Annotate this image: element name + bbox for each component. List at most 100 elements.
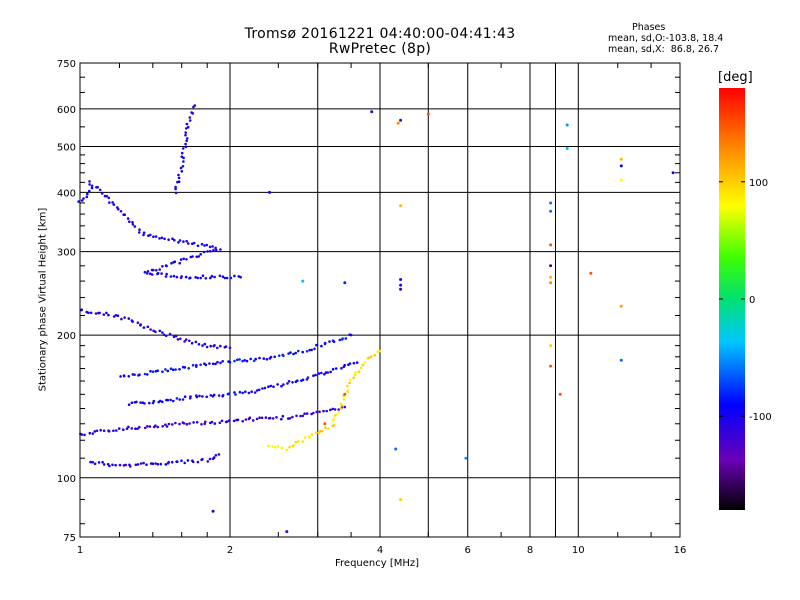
echo-point	[133, 373, 136, 377]
echo-point	[169, 275, 173, 278]
echo-point	[299, 414, 302, 418]
colorbar-tick-label: -100	[749, 412, 772, 423]
echo-point	[396, 121, 400, 125]
echo-point	[198, 394, 201, 398]
chart-title: Tromsø 20161221 04:40:00-04:41:43	[244, 26, 516, 42]
echo-point	[154, 462, 157, 465]
echo-point	[156, 271, 160, 275]
echo-point	[209, 276, 212, 280]
echo-point	[97, 461, 101, 464]
echo-point	[338, 338, 342, 342]
echo-point	[178, 368, 181, 371]
echo-point	[117, 208, 120, 211]
echo-point	[119, 210, 123, 213]
echo-point	[301, 378, 305, 382]
phase-stats-o-mode: mean, sd,O:-103.8, 18.4	[608, 33, 724, 44]
echo-point	[125, 427, 129, 431]
echo-point	[174, 334, 178, 338]
echo-point	[150, 273, 154, 276]
echo-point	[145, 463, 148, 467]
echo-point	[239, 275, 242, 279]
echo-point	[343, 392, 347, 396]
echo-point	[219, 344, 222, 348]
echo-point	[122, 374, 126, 378]
echo-point	[184, 127, 188, 130]
echo-point	[143, 372, 147, 376]
colorbar	[719, 88, 745, 510]
echo-point	[276, 383, 279, 386]
echo-point	[228, 346, 232, 350]
echo-point	[176, 460, 179, 464]
echo-point	[251, 419, 255, 422]
echo-point	[136, 321, 140, 325]
echo-point	[399, 283, 403, 287]
echo-point	[178, 422, 181, 426]
echo-point	[170, 460, 174, 464]
echo-point	[117, 427, 121, 430]
echo-point	[315, 410, 319, 414]
echo-point	[188, 339, 191, 343]
echo-point	[189, 395, 192, 398]
echo-point	[293, 443, 296, 447]
echo-point	[208, 249, 212, 253]
echo-point	[312, 374, 315, 378]
echo-point	[282, 383, 285, 386]
grid-lines	[80, 63, 680, 537]
echo-point	[208, 457, 212, 461]
echo-point	[273, 355, 277, 359]
echo-point	[118, 463, 122, 467]
echo-point	[180, 151, 184, 155]
echo-point	[182, 240, 185, 243]
echo-point	[95, 429, 99, 433]
echo-point	[261, 387, 264, 390]
echo-point	[221, 275, 225, 279]
echo-point	[142, 233, 145, 237]
echo-point	[271, 445, 274, 448]
echo-point	[101, 460, 104, 464]
echo-point	[329, 370, 332, 374]
echo-point	[165, 272, 168, 276]
echo-point	[204, 277, 208, 280]
echo-point	[323, 341, 327, 345]
echo-point	[102, 429, 106, 433]
echo-point	[91, 460, 94, 464]
y-tick-label: 200	[57, 331, 76, 342]
echo-point	[301, 414, 305, 418]
echo-point	[143, 402, 146, 405]
echo-point	[129, 465, 132, 468]
echo-point	[114, 314, 118, 317]
echo-point	[260, 416, 264, 420]
echo-point	[190, 111, 193, 114]
echo-point	[164, 423, 167, 427]
echo-point	[335, 413, 339, 417]
echo-point	[167, 238, 170, 241]
echo-point	[169, 367, 173, 371]
echo-point	[154, 424, 157, 428]
echo-point	[86, 192, 89, 196]
echo-point	[199, 276, 202, 280]
echo-point	[310, 348, 314, 352]
echo-point	[164, 264, 168, 267]
echo-point	[202, 250, 206, 254]
echo-point	[301, 440, 305, 443]
echo-point	[282, 354, 285, 358]
echo-point	[148, 272, 152, 276]
y-tick-label: 600	[57, 105, 76, 116]
echo-point	[203, 422, 206, 426]
echo-point	[399, 118, 403, 122]
echo-point	[288, 445, 291, 449]
echo-point	[258, 416, 261, 420]
echo-point	[333, 414, 337, 417]
echo-point	[134, 463, 138, 467]
echo-point	[233, 359, 236, 363]
echo-point	[171, 423, 174, 426]
echo-point	[327, 427, 330, 430]
x-tick-label: 1	[77, 545, 83, 556]
echo-point	[211, 362, 215, 366]
echo-point	[549, 275, 553, 279]
echo-point	[464, 456, 468, 460]
echo-point	[272, 385, 275, 389]
echo-point	[337, 410, 340, 414]
echo-point	[135, 400, 138, 404]
echo-point	[136, 463, 140, 466]
